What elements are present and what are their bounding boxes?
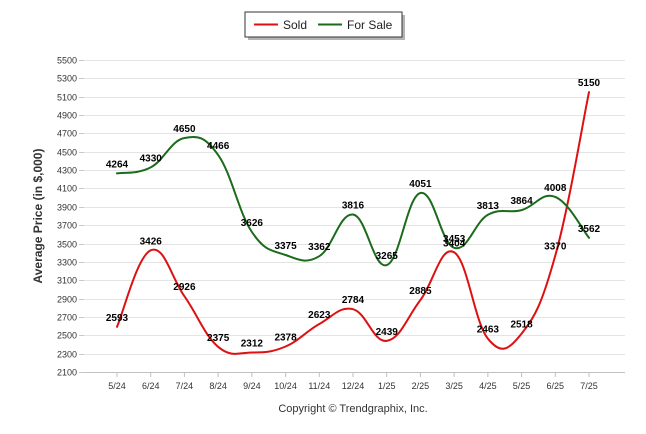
x-tick-label: 6/25 <box>547 381 565 391</box>
y-tick-label: 4100 <box>57 184 77 194</box>
y-tick-label: 2900 <box>57 295 77 305</box>
copyright-text: Copyright © Trendgraphix, Inc. <box>278 403 427 415</box>
data-label-sold: 2518 <box>510 320 533 331</box>
x-tick-label: 1/25 <box>378 381 396 391</box>
data-label-sold: 3426 <box>140 236 163 247</box>
data-label-for-sale: 4466 <box>207 141 230 152</box>
x-tick-label: 5/25 <box>513 381 531 391</box>
y-tick-label: 4900 <box>57 111 77 121</box>
y-tick-label: 3500 <box>57 240 77 250</box>
x-tick-label: 5/24 <box>108 381 126 391</box>
data-label-for-sale: 3626 <box>241 218 264 229</box>
data-label-sold: 2463 <box>477 325 500 336</box>
y-axis-title: Average Price (in $,000) <box>31 149 45 284</box>
y-tick-label: 3100 <box>57 276 77 286</box>
data-label-for-sale: 4264 <box>106 159 129 170</box>
legend: Sold For Sale <box>244 11 405 40</box>
data-label-sold: 2375 <box>207 333 230 344</box>
data-label-for-sale: 3864 <box>510 196 533 207</box>
x-tick-label: 2/25 <box>412 381 430 391</box>
x-tick-label: 12/24 <box>342 381 365 391</box>
data-label-sold: 3404 <box>443 238 466 249</box>
data-label-for-sale: 4650 <box>173 124 196 135</box>
data-label-sold: 2885 <box>409 286 432 297</box>
y-tick-label: 3900 <box>57 203 77 213</box>
y-tick-label: 4300 <box>57 166 77 176</box>
data-label-for-sale: 3265 <box>376 251 399 262</box>
x-tick-label: 7/25 <box>580 381 598 391</box>
data-label-for-sale: 3813 <box>477 201 500 212</box>
y-tick-label: 2500 <box>57 331 77 341</box>
y-tick-label: 5300 <box>57 74 77 84</box>
data-label-sold: 2623 <box>308 310 331 321</box>
data-label-sold: 2439 <box>376 327 399 338</box>
data-label-for-sale: 3375 <box>274 241 297 252</box>
x-axis: 5/24 6/24 7/24 8/24 9/24 10/24 11/24 12/24 1/25 2… <box>84 372 625 391</box>
y-tick-label: 4700 <box>57 129 77 139</box>
data-label-for-sale: 3562 <box>578 224 601 235</box>
y-tick-label: 4500 <box>57 148 77 158</box>
x-tick-label: 4/25 <box>479 381 497 391</box>
series-line-for-sale <box>116 135 590 267</box>
x-tick-label: 9/24 <box>243 381 261 391</box>
y-tick-label: 2300 <box>57 350 77 360</box>
y-tick-label: 5500 <box>57 56 77 66</box>
y-tick-label: 5100 <box>57 93 77 103</box>
x-tick-label: 11/24 <box>308 381 330 391</box>
y-tick-label: 2700 <box>57 313 77 323</box>
y-tick-label: 3700 <box>57 221 77 231</box>
data-labels: 2593 3426 2926 2375 2312 2378 2623 2784 2439 2885… <box>106 78 601 349</box>
x-tick-label: 3/25 <box>445 381 463 391</box>
data-label-sold: 2926 <box>173 282 196 293</box>
y-axis: 2100 2300 2500 2700 2900 3100 3300 3500 3700 3900… <box>57 56 84 378</box>
x-tick-label: 8/24 <box>209 381 227 391</box>
data-label-sold: 5150 <box>578 78 601 89</box>
y-tick-label: 2100 <box>57 368 77 378</box>
x-tick-label: 7/24 <box>176 381 194 391</box>
data-label-sold: 2312 <box>241 339 264 350</box>
data-label-sold: 2378 <box>274 332 297 343</box>
data-label-sold: 3370 <box>544 241 567 252</box>
data-label-sold: 2593 <box>106 313 129 324</box>
data-label-for-sale: 4051 <box>409 179 432 190</box>
x-tick-label: 10/24 <box>274 381 297 391</box>
data-label-for-sale: 3362 <box>308 242 331 253</box>
series-lines <box>116 91 590 355</box>
legend-label-sold: Sold <box>283 18 307 32</box>
data-label-for-sale: 3816 <box>342 201 365 212</box>
data-label-for-sale: 4008 <box>544 183 567 194</box>
legend-label-for-sale: For Sale <box>347 18 393 32</box>
series-line-sold <box>116 91 590 355</box>
x-tick-label: 6/24 <box>142 381 160 391</box>
data-label-for-sale: 3453 <box>443 234 466 245</box>
y-tick-label: 3300 <box>57 258 77 268</box>
data-label-for-sale: 4330 <box>140 153 163 164</box>
data-label-sold: 2784 <box>342 295 365 306</box>
